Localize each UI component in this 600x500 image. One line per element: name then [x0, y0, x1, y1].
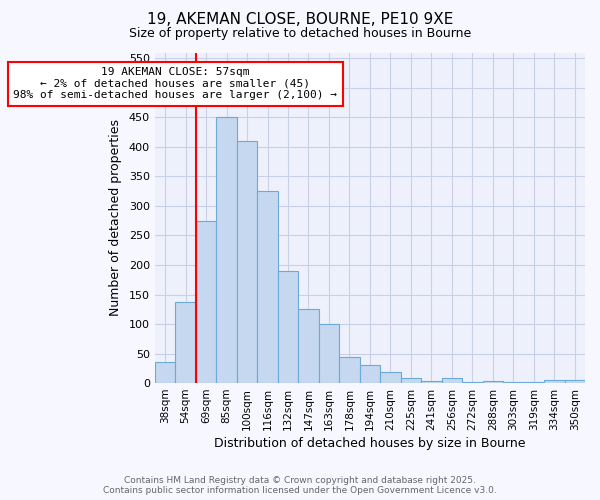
Y-axis label: Number of detached properties: Number of detached properties — [109, 120, 122, 316]
Bar — [421, 380, 442, 383]
Text: Contains HM Land Registry data © Crown copyright and database right 2025.
Contai: Contains HM Land Registry data © Crown c… — [103, 476, 497, 495]
Bar — [237, 141, 257, 383]
Bar — [196, 220, 217, 383]
Bar — [503, 382, 524, 383]
Bar — [175, 302, 196, 383]
X-axis label: Distribution of detached houses by size in Bourne: Distribution of detached houses by size … — [214, 437, 526, 450]
Bar — [462, 382, 482, 383]
Bar — [565, 380, 585, 383]
Bar — [298, 310, 319, 383]
Bar — [524, 382, 544, 383]
Bar — [482, 382, 503, 383]
Bar — [401, 378, 421, 383]
Text: 19, AKEMAN CLOSE, BOURNE, PE10 9XE: 19, AKEMAN CLOSE, BOURNE, PE10 9XE — [147, 12, 453, 28]
Text: Size of property relative to detached houses in Bourne: Size of property relative to detached ho… — [129, 28, 471, 40]
Bar — [278, 271, 298, 383]
Bar — [359, 366, 380, 383]
Bar — [544, 380, 565, 383]
Text: 19 AKEMAN CLOSE: 57sqm
← 2% of detached houses are smaller (45)
98% of semi-deta: 19 AKEMAN CLOSE: 57sqm ← 2% of detached … — [13, 68, 337, 100]
Bar — [442, 378, 462, 383]
Bar — [319, 324, 339, 383]
Bar — [217, 118, 237, 383]
Bar — [339, 356, 359, 383]
Bar — [257, 191, 278, 383]
Bar — [380, 372, 401, 383]
Bar — [155, 362, 175, 383]
